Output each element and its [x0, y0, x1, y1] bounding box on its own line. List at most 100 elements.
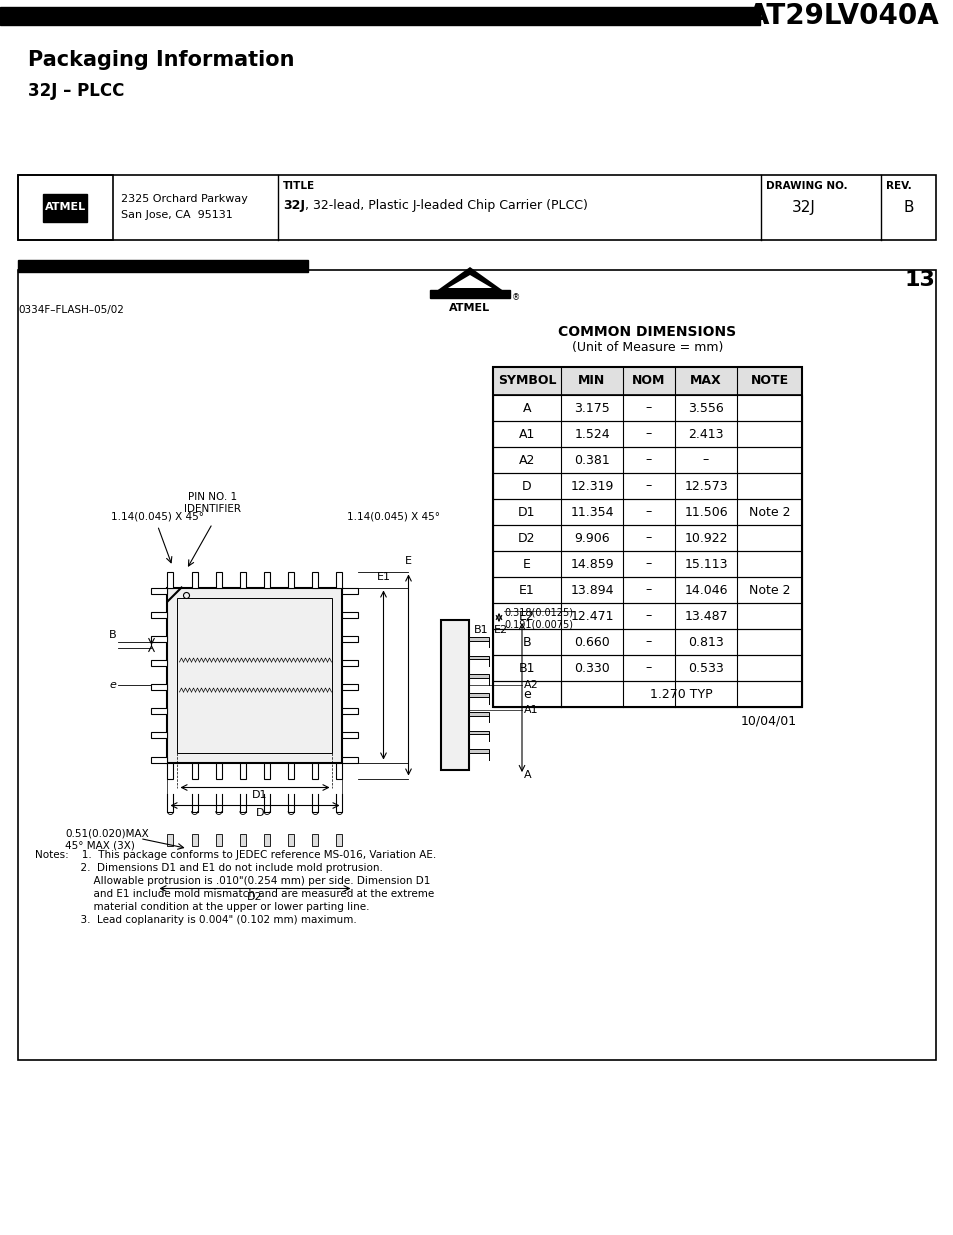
Text: Packaging Information: Packaging Information	[28, 49, 294, 70]
Bar	[177, 598, 333, 752]
Bar	[264, 572, 270, 588]
Text: NOM: NOM	[632, 374, 665, 388]
Text: 11.354: 11.354	[570, 505, 613, 519]
Bar	[430, 290, 510, 298]
Text: –: –	[645, 610, 652, 622]
Bar	[342, 659, 358, 666]
Bar	[342, 684, 358, 690]
Text: 1.14(0.045) X 45°: 1.14(0.045) X 45°	[347, 511, 440, 521]
Text: 14.046: 14.046	[683, 583, 727, 597]
Text: MAX: MAX	[689, 374, 721, 388]
Bar	[342, 732, 358, 739]
Text: MIN: MIN	[578, 374, 605, 388]
Text: 12.471: 12.471	[570, 610, 613, 622]
Bar	[312, 572, 318, 588]
Text: A: A	[523, 769, 531, 781]
Bar	[215, 762, 221, 778]
Text: –: –	[645, 583, 652, 597]
Text: 2.  Dimensions D1 and E1 do not include mold protrusion.: 2. Dimensions D1 and E1 do not include m…	[35, 863, 382, 873]
Text: REV.: REV.	[885, 182, 911, 191]
Bar	[493, 499, 801, 525]
Text: D: D	[255, 809, 264, 819]
Bar	[152, 757, 168, 762]
Text: (Unit of Measure = mm): (Unit of Measure = mm)	[571, 341, 722, 354]
Text: E: E	[405, 557, 412, 567]
Text: TITLE: TITLE	[283, 182, 314, 191]
Text: D: D	[521, 479, 531, 493]
Text: –: –	[645, 531, 652, 545]
Text: e: e	[110, 680, 116, 690]
Bar	[168, 762, 173, 778]
Bar	[192, 834, 197, 846]
Text: 32J – PLCC: 32J – PLCC	[28, 82, 124, 100]
Bar	[493, 655, 801, 680]
Bar	[493, 680, 801, 706]
Bar	[493, 367, 801, 706]
Text: 3.556: 3.556	[687, 401, 723, 415]
Text: 0.191(0.0075): 0.191(0.0075)	[503, 620, 573, 630]
Bar	[152, 611, 168, 618]
Polygon shape	[435, 267, 504, 291]
Bar	[342, 708, 358, 714]
Text: AT29LV040A: AT29LV040A	[747, 2, 939, 30]
Text: –: –	[645, 505, 652, 519]
Bar	[239, 762, 246, 778]
Bar	[469, 731, 489, 735]
Text: B: B	[902, 200, 913, 215]
Bar	[215, 834, 221, 846]
Bar	[168, 572, 173, 588]
Text: A2: A2	[523, 680, 538, 690]
Text: A2: A2	[518, 453, 535, 467]
Text: 0.330: 0.330	[574, 662, 609, 674]
Text: Notes:    1.  This package conforms to JEDEC reference MS-016, Variation AE.: Notes: 1. This package conforms to JEDEC…	[35, 850, 436, 860]
Text: NOTE: NOTE	[750, 374, 788, 388]
Text: E1: E1	[518, 583, 535, 597]
Bar	[469, 693, 489, 697]
Text: 13.487: 13.487	[683, 610, 727, 622]
Bar	[215, 572, 221, 588]
Bar	[469, 656, 489, 659]
Bar	[493, 421, 801, 447]
Text: –: –	[645, 636, 652, 648]
Text: 10.922: 10.922	[683, 531, 727, 545]
Bar	[336, 834, 342, 846]
Text: B: B	[522, 636, 531, 648]
Bar	[336, 762, 342, 778]
Text: SYMBOL: SYMBOL	[497, 374, 556, 388]
Text: –: –	[645, 479, 652, 493]
Text: –: –	[645, 427, 652, 441]
Text: –: –	[645, 557, 652, 571]
Text: 0.533: 0.533	[687, 662, 723, 674]
Text: D2: D2	[517, 531, 536, 545]
Bar	[342, 611, 358, 618]
Bar	[493, 525, 801, 551]
Text: ®: ®	[512, 294, 519, 303]
Text: material condition at the upper or lower parting line.: material condition at the upper or lower…	[35, 902, 369, 911]
Text: ATMEL: ATMEL	[449, 303, 490, 312]
Text: –: –	[645, 662, 652, 674]
Text: 1.524: 1.524	[574, 427, 609, 441]
Text: PIN NO. 1
IDENTIFIER: PIN NO. 1 IDENTIFIER	[184, 492, 241, 514]
Text: 0334F–FLASH–05/02: 0334F–FLASH–05/02	[18, 305, 124, 315]
Bar	[440, 620, 469, 769]
Text: 3.175: 3.175	[574, 401, 609, 415]
Bar	[469, 674, 489, 678]
Bar	[493, 551, 801, 577]
Text: 2325 Orchard Parkway: 2325 Orchard Parkway	[121, 194, 248, 205]
Bar	[44, 194, 88, 221]
Text: D1: D1	[252, 790, 268, 800]
Text: 3.  Lead coplanarity is 0.004" (0.102 mm) maximum.: 3. Lead coplanarity is 0.004" (0.102 mm)…	[35, 915, 356, 925]
Text: B1: B1	[474, 625, 488, 635]
Bar	[168, 834, 173, 846]
Text: e: e	[522, 688, 530, 700]
Text: 13: 13	[903, 270, 934, 290]
Bar	[469, 711, 489, 715]
Bar	[18, 175, 935, 240]
Bar	[264, 762, 270, 778]
Bar	[493, 395, 801, 421]
Bar	[312, 834, 318, 846]
Bar	[469, 750, 489, 753]
Bar	[192, 762, 197, 778]
Text: E1: E1	[376, 573, 390, 583]
Text: A1: A1	[523, 705, 538, 715]
